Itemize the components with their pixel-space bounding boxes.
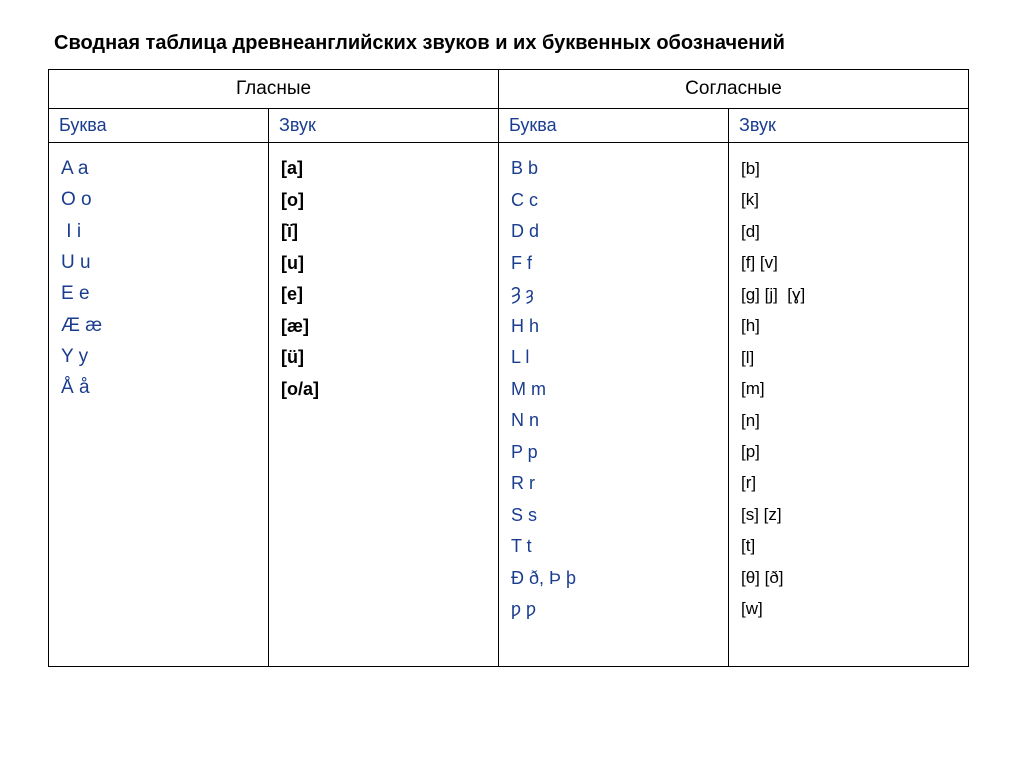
vowel-letters-list: A a O o I i U u E e Æ æ Y y Å å [61, 153, 256, 404]
consonant-sounds-cell: [b] [k] [d] [f] [v] [g] [j] [ɣ] [h] [l] … [729, 143, 969, 667]
table-row: A a O o I i U u E e Æ æ Y y Å å [a] [o] … [49, 143, 969, 667]
table-row: Гласные Согласные [49, 70, 969, 109]
vowel-letters-cell: A a O o I i U u E e Æ æ Y y Å å [49, 143, 269, 667]
letter-header: Буква [499, 109, 729, 143]
consonant-letters-cell: B b C c D d F f Ȝ ȝ H h L l M m N n P p … [499, 143, 729, 667]
table-row: Буква Звук Буква Звук [49, 109, 969, 143]
sound-header: Звук [729, 109, 969, 143]
vowels-header: Гласные [49, 70, 499, 109]
consonants-header: Согласные [499, 70, 969, 109]
consonant-letters-list: B b C c D d F f Ȝ ȝ H h L l M m N n P p … [511, 153, 716, 626]
consonant-sounds-list: [b] [k] [d] [f] [v] [g] [j] [ɣ] [h] [l] … [741, 153, 956, 625]
letter-header: Буква [49, 109, 269, 143]
vowel-sounds-list: [a] [o] [ï] [u] [e] [æ] [ü] [o/a] [281, 153, 486, 405]
sounds-table: Гласные Согласные Буква Звук Буква Звук … [48, 69, 969, 667]
vowel-sounds-cell: [a] [o] [ï] [u] [e] [æ] [ü] [o/a] [269, 143, 499, 667]
sound-header: Звук [269, 109, 499, 143]
page-title: Сводная таблица древнеанглийских звуков … [48, 32, 976, 55]
